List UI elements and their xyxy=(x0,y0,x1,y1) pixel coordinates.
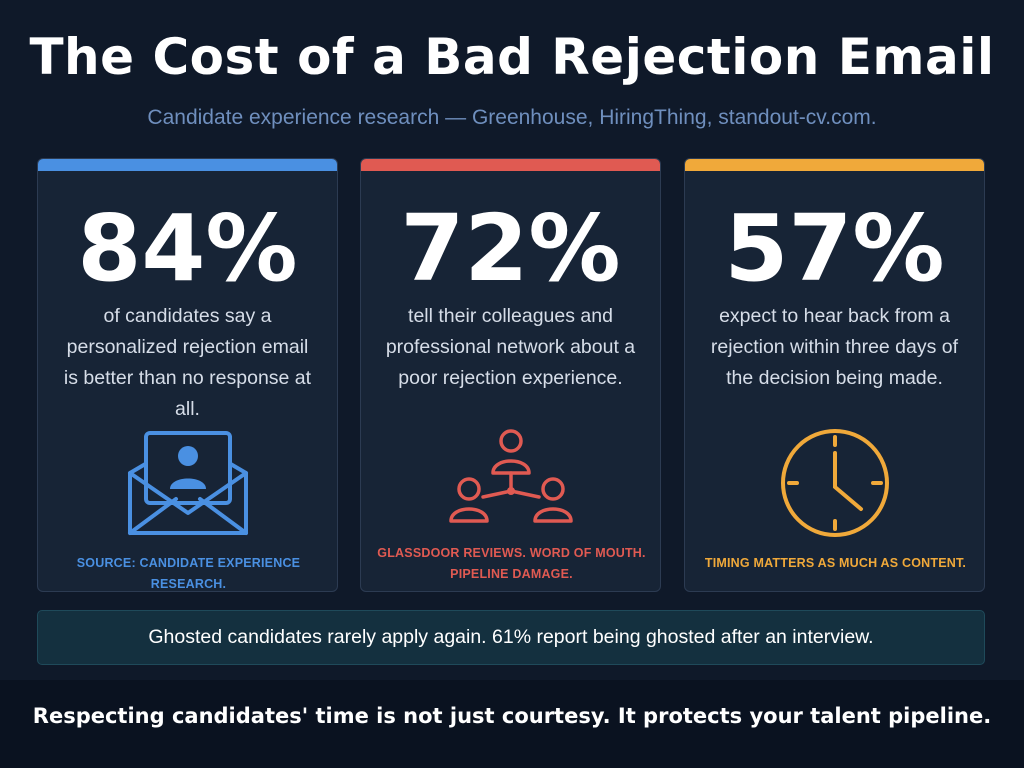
footer: Respecting candidates' time is not just … xyxy=(0,680,1024,768)
stat-value: 72% xyxy=(400,195,621,302)
clock-icon xyxy=(685,429,984,541)
stat-value: 84% xyxy=(77,195,298,302)
card-accent-bar xyxy=(685,159,984,171)
footer-text: Respecting candidates' time is not just … xyxy=(32,704,992,728)
network-people-icon xyxy=(361,427,660,539)
card-caption: TIMING MATTERS AS MUCH AS CONTENT. xyxy=(704,556,967,570)
envelope-person-icon xyxy=(38,429,337,541)
card-caption: SOURCE: CANDIDATE EXPERIENCE RESEARCH. xyxy=(76,556,301,591)
page-title: The Cost of a Bad Rejection Email xyxy=(29,28,995,86)
stat-card-word-of-mouth: 72% tell their colleagues and profession… xyxy=(360,158,661,592)
stat-card-timing: 57% expect to hear back from a rejection… xyxy=(684,158,985,592)
stat-description: expect to hear back from a rejection wit… xyxy=(710,305,959,389)
stat-card-personalized-rejection: 84% of candidates say a personalized rej… xyxy=(37,158,338,592)
stat-description: of candidates say a personalized rejecti… xyxy=(63,305,312,420)
card-accent-bar xyxy=(38,159,337,171)
stat-value: 57% xyxy=(724,195,945,302)
stat-description: tell their colleagues and professional n… xyxy=(385,305,636,389)
card-accent-bar xyxy=(361,159,660,171)
page-subtitle: Candidate experience research — Greenhou… xyxy=(147,106,877,129)
card-caption: GLASSDOOR REVIEWS. WORD OF MOUTH. PIPELI… xyxy=(377,546,646,581)
ghosting-banner: Ghosted candidates rarely apply again. 6… xyxy=(37,610,985,665)
